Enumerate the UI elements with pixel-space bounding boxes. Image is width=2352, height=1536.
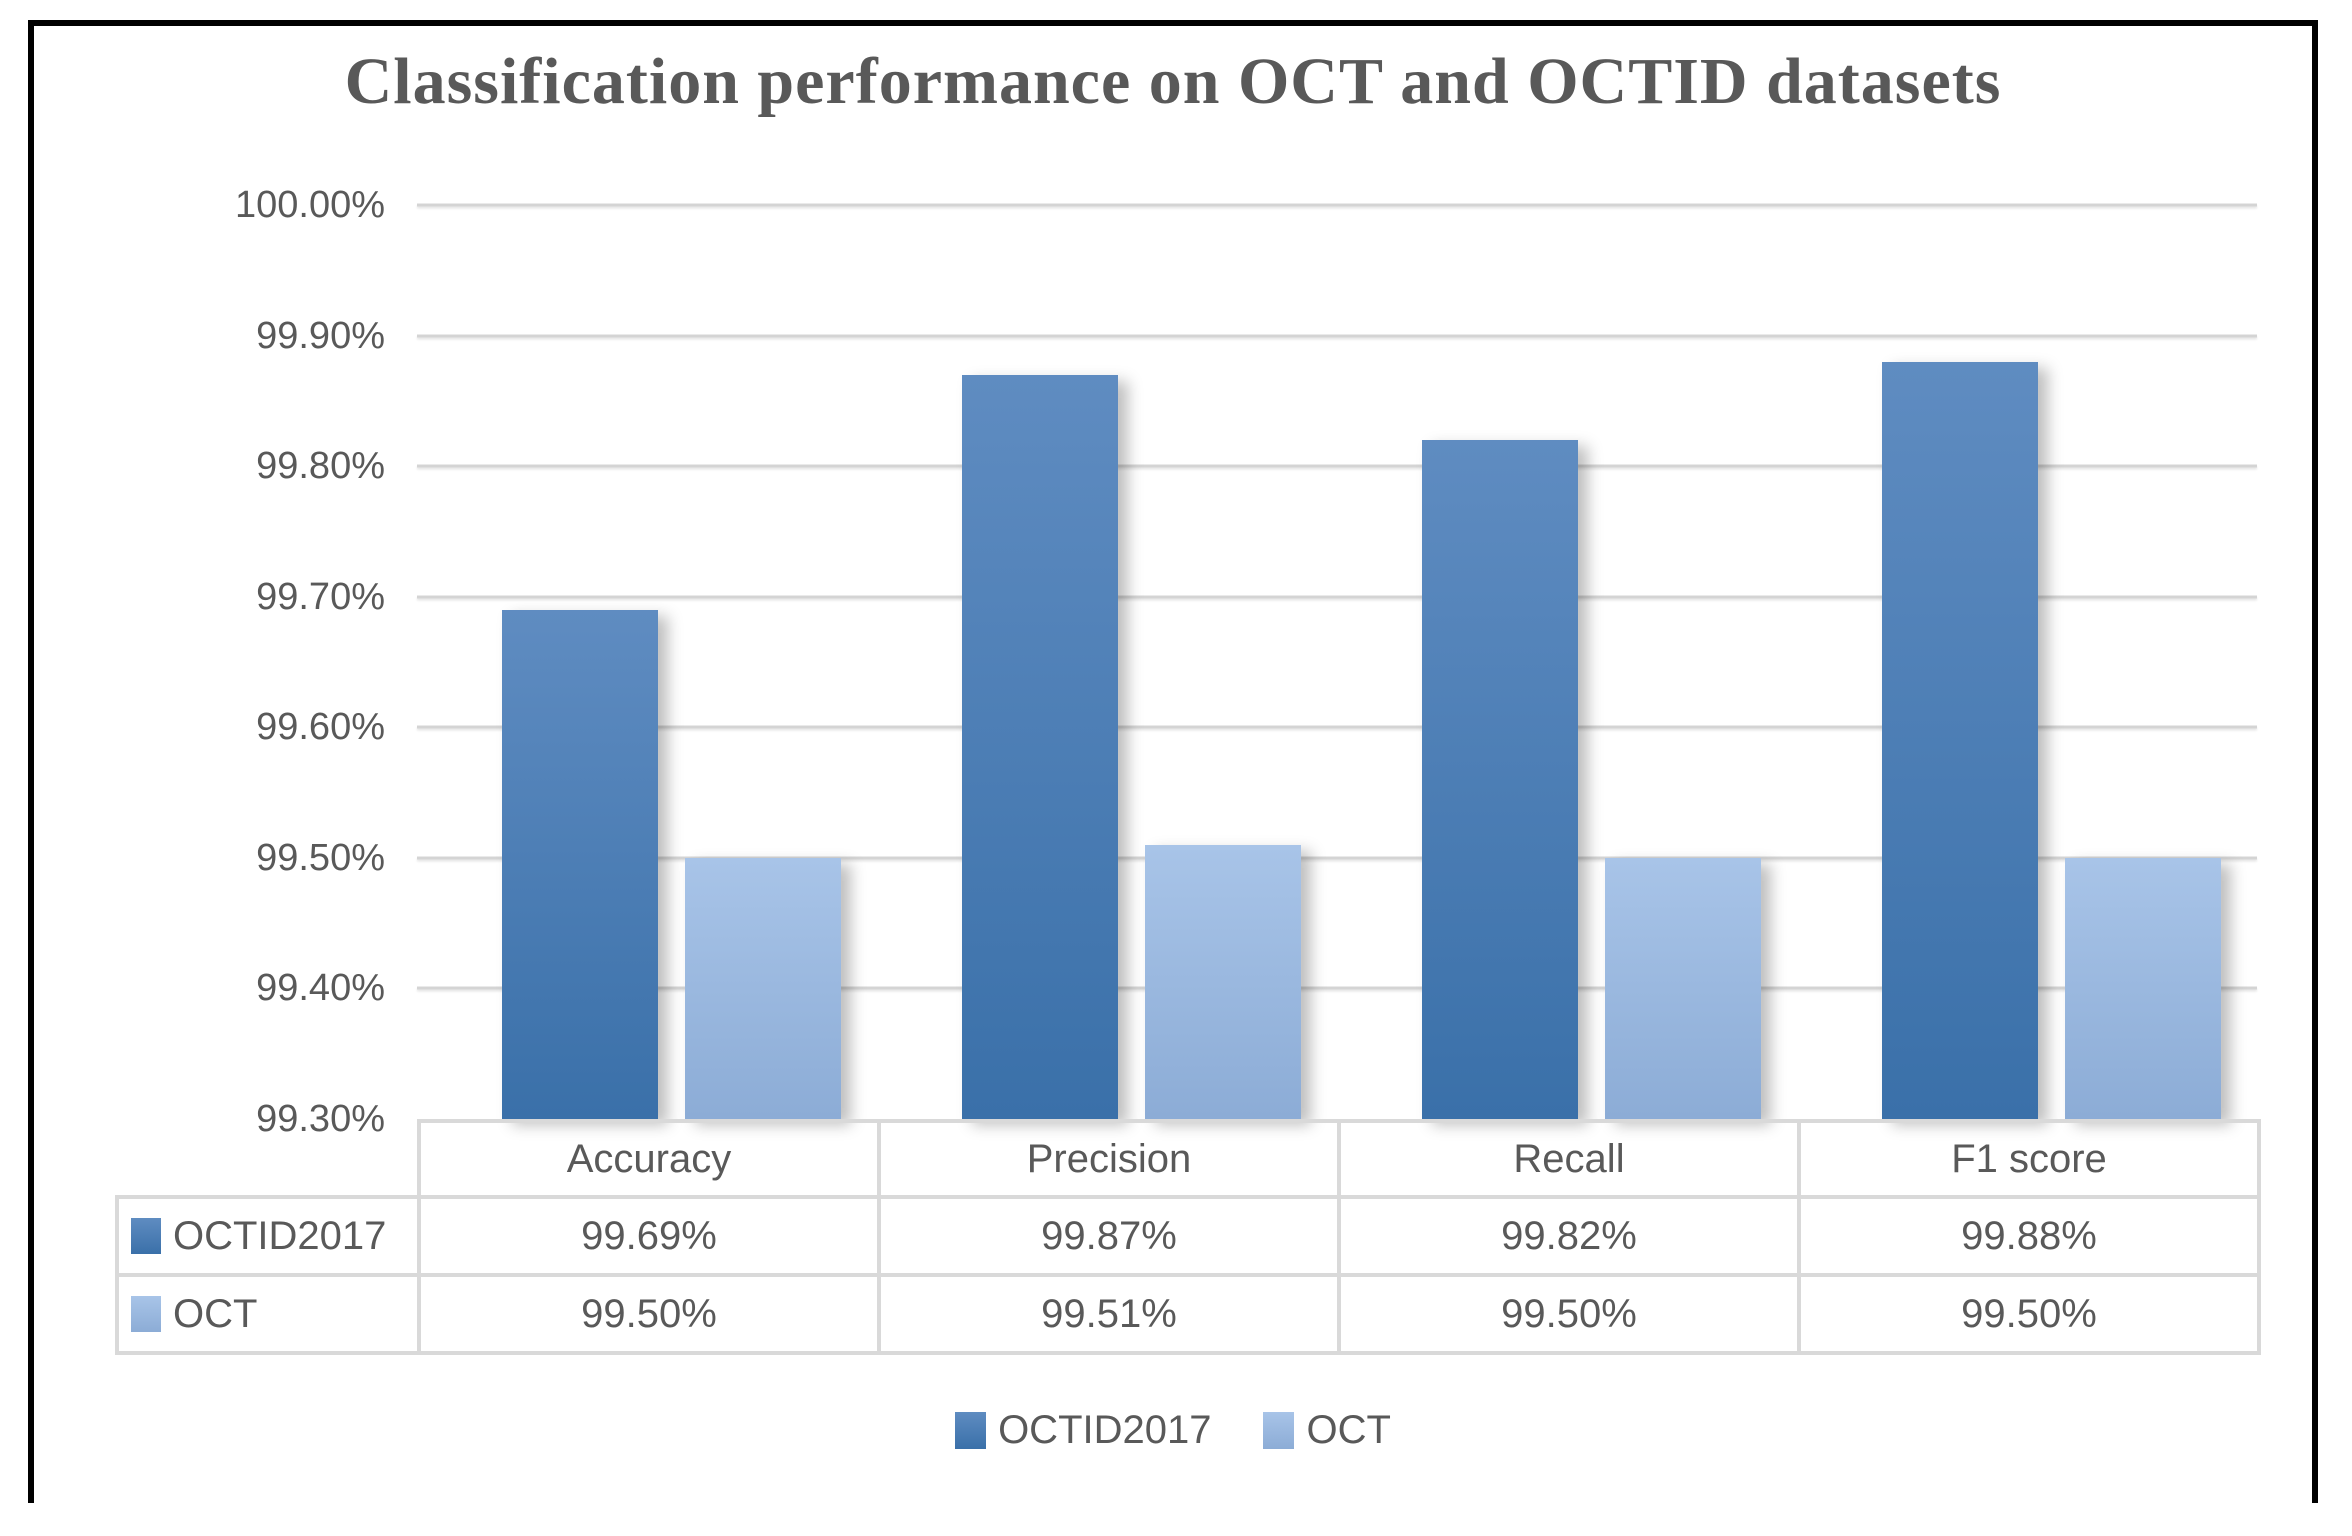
value-cell: 99.50% [1337, 1273, 1801, 1355]
y-axis-tick-label: 99.40% [256, 967, 385, 1010]
major-gridline [417, 464, 2257, 468]
bar-octid2017-f1-score [1882, 361, 2038, 1119]
y-axis-tick-label: 100.00% [234, 184, 385, 226]
series-label-cell: OCT [115, 1273, 421, 1355]
bar-octid2017-recall [1422, 440, 1578, 1119]
value-cell: 99.69% [417, 1195, 881, 1277]
bar-octid2017-precision [962, 374, 1118, 1119]
legend-swatch-icon [955, 1412, 987, 1449]
bar-oct-f1-score [2065, 857, 2221, 1119]
category-header-cell: Precision [877, 1119, 1341, 1199]
series-swatch-icon [131, 1295, 161, 1332]
data-table: Accuracy Precision Recall F1 score OCTID2017… [115, 1119, 2261, 1355]
y-axis-tick-label: 99.30% [256, 1098, 385, 1140]
series-name: OCT [173, 1291, 258, 1336]
bar-octid2017-accuracy [502, 609, 658, 1119]
value-cell: 99.88% [1797, 1195, 2261, 1277]
table-row: OCT 99.50% 99.51% 99.50% 99.50% [115, 1273, 2261, 1355]
series-swatch-icon [131, 1217, 161, 1254]
table-header-row: Accuracy Precision Recall F1 score [117, 1119, 2261, 1199]
y-axis-tick-label: 99.80% [256, 445, 385, 488]
chart-frame-border [28, 20, 2318, 1503]
series-name: OCTID2017 [173, 1213, 387, 1258]
bar-oct-accuracy [685, 857, 841, 1119]
legend-label: OCTID2017 [998, 1408, 1212, 1452]
major-gridline [417, 203, 2257, 207]
y-axis-tick-label: 99.50% [256, 836, 385, 879]
major-gridline [417, 725, 2257, 729]
major-gridline [417, 334, 2257, 338]
value-cell: 99.82% [1337, 1195, 1801, 1277]
major-gridline [417, 986, 2257, 990]
chart-title: Classification performance on OCT and OC… [344, 45, 2002, 118]
legend-item-octid2017: OCTID2017 [955, 1408, 1211, 1453]
value-cell: 99.51% [877, 1273, 1341, 1355]
bar-oct-precision [1145, 844, 1301, 1119]
category-header-cell: Recall [1337, 1119, 1801, 1199]
major-gridline [417, 595, 2257, 599]
table-row: OCTID2017 99.69% 99.87% 99.82% 99.88% [115, 1195, 2261, 1277]
series-label-cell: OCTID2017 [115, 1195, 421, 1277]
legend: OCTID2017 OCT [28, 1408, 2318, 1453]
value-cell: 99.87% [877, 1195, 1341, 1277]
category-header-cell: F1 score [1797, 1119, 2261, 1199]
value-cell: 99.50% [417, 1273, 881, 1355]
legend-swatch-icon [1263, 1412, 1295, 1449]
bar-oct-recall [1605, 857, 1761, 1119]
value-cell: 99.50% [1797, 1273, 2261, 1355]
table-corner-empty-cell [117, 1121, 419, 1197]
y-axis-tick-label: 99.60% [256, 706, 385, 749]
y-axis-tick-label: 99.70% [256, 575, 385, 618]
legend-item-oct: OCT [1263, 1408, 1391, 1453]
y-axis-tick-label: 99.90% [256, 314, 385, 357]
major-gridline [417, 856, 2257, 860]
category-header-cell: Accuracy [417, 1119, 881, 1199]
legend-label: OCT [1306, 1408, 1391, 1452]
